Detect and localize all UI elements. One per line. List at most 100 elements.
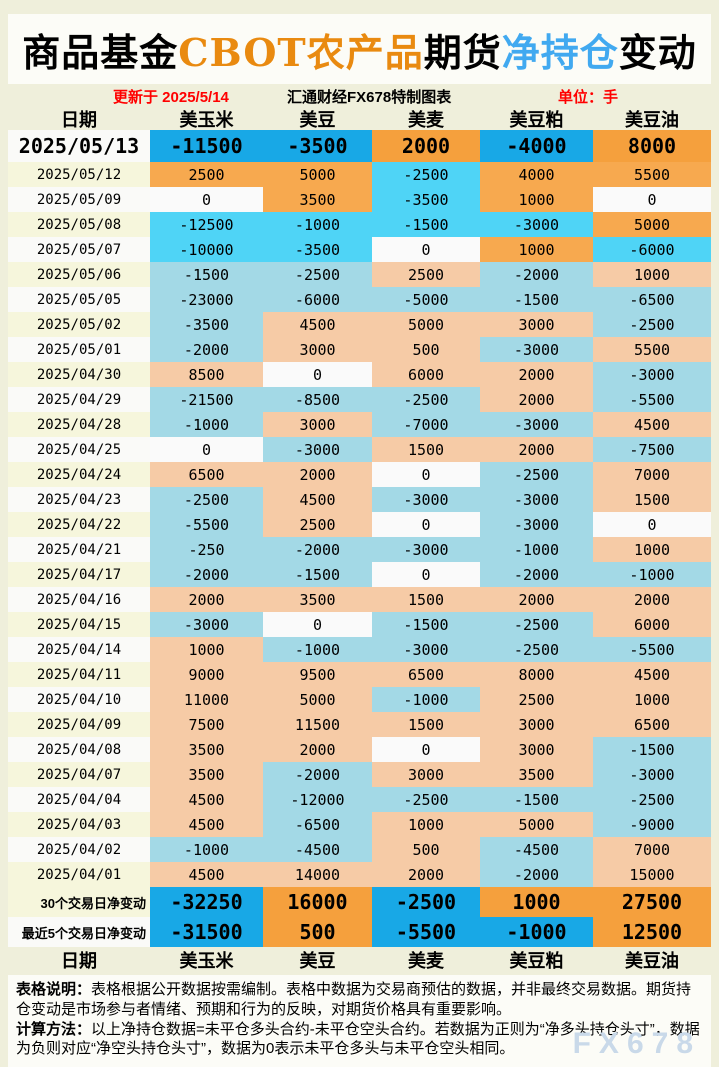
value-cell: 6500: [593, 712, 711, 737]
value-cell: -8500: [263, 387, 372, 412]
value-cell: -1500: [150, 262, 263, 287]
value-cell: -6500: [263, 812, 372, 837]
value-cell: -2500: [372, 787, 480, 812]
value-cell: 5000: [480, 812, 593, 837]
value-cell: 5500: [593, 337, 711, 362]
value-cell: -5500: [593, 637, 711, 662]
value-cell: 5000: [263, 687, 372, 712]
value-cell: -1500: [263, 562, 372, 587]
value-cell: 1000: [372, 812, 480, 837]
value-cell: 2000: [480, 387, 593, 412]
column-header: 美麦: [408, 951, 444, 971]
value-cell: 3000: [480, 312, 593, 337]
table-row: 2025/04/24 6500 2000 0 -2500 7000: [8, 462, 711, 487]
value-cell: -3000: [480, 337, 593, 362]
column-header: 美麦: [408, 110, 444, 130]
value-cell: 1500: [372, 587, 480, 612]
value-cell: 2500: [480, 687, 593, 712]
value-cell: 0: [593, 512, 711, 537]
value-cell: -3000: [150, 612, 263, 637]
date-cell: 2025/04/30: [8, 362, 150, 387]
title-segment-black: 商品基金: [22, 29, 179, 75]
value-cell: -3500: [372, 187, 480, 212]
value-cell: -2000: [263, 762, 372, 787]
value-cell: 1000: [480, 237, 593, 262]
value-cell: -12500: [150, 212, 263, 237]
table-row: 2025/04/03 4500 -6500 1000 5000 -9000: [8, 812, 711, 837]
summary-value-cell: -32250: [150, 887, 263, 917]
summary-value-cell: 12500: [593, 917, 711, 947]
value-cell: 3000: [263, 337, 372, 362]
value-cell: 2000: [150, 587, 263, 612]
value-cell: 2000: [372, 130, 480, 162]
value-cell: 4500: [150, 862, 263, 887]
value-cell: 3000: [480, 712, 593, 737]
value-cell: -2000: [150, 337, 263, 362]
value-cell: 4500: [150, 787, 263, 812]
date-cell: 2025/04/04: [8, 787, 150, 812]
value-cell: -2500: [372, 162, 480, 187]
column-header: 美玉米: [179, 110, 234, 130]
value-cell: 7000: [593, 462, 711, 487]
value-cell: 2000: [480, 362, 593, 387]
value-cell: -2500: [593, 312, 711, 337]
table-row: 2025/05/01 -2000 3000 500 -3000 5500: [8, 337, 711, 362]
table-row: 2025/04/02 -1000 -4500 500 -4500 7000: [8, 837, 711, 862]
column-header: 美豆油: [625, 951, 679, 971]
value-cell: -2500: [480, 612, 593, 637]
watermark: FX678: [572, 1026, 701, 1060]
note-paragraph: 表格说明：表格根据公开数据按需编制。表格中数据为交易商预估的数据，并非最终交易数…: [16, 980, 703, 1020]
value-cell: 1000: [480, 187, 593, 212]
note-label: 计算方法：: [16, 1020, 92, 1038]
value-cell: -1500: [480, 787, 593, 812]
value-cell: 0: [150, 437, 263, 462]
table-row: 2025/05/07 -10000 -3500 0 1000 -6000: [8, 237, 711, 262]
value-cell: -11500: [150, 130, 263, 162]
value-cell: 0: [263, 362, 372, 387]
value-cell: 0: [150, 187, 263, 212]
value-cell: -1500: [372, 612, 480, 637]
title-segment-black: 期货: [423, 29, 502, 75]
date-cell: 2025/04/23: [8, 487, 150, 512]
value-cell: 0: [372, 512, 480, 537]
date-cell: 2025/05/01: [8, 337, 150, 362]
date-cell: 2025/04/25: [8, 437, 150, 462]
date-cell: 2025/04/17: [8, 562, 150, 587]
value-cell: -5500: [150, 512, 263, 537]
date-cell: 2025/04/08: [8, 737, 150, 762]
table-row: 2025/04/21 -250 -2000 -3000 -1000 1000: [8, 537, 711, 562]
summary-row: 30个交易日净变动 -32250 16000 -2500 1000 27500: [8, 887, 711, 917]
date-cell: 2025/04/16: [8, 587, 150, 612]
value-cell: 5000: [372, 312, 480, 337]
value-cell: -3000: [372, 637, 480, 662]
value-cell: 500: [372, 337, 480, 362]
updated-date: 更新于 2025/5/14: [113, 89, 229, 106]
column-header: 美豆油: [625, 110, 679, 130]
value-cell: -3000: [372, 537, 480, 562]
date-cell: 2025/04/07: [8, 762, 150, 787]
value-cell: -2000: [480, 862, 593, 887]
title-segment-orange: CBOT农产品: [178, 29, 424, 75]
table-row: 2025/05/13 -11500 -3500 2000 -4000 8000: [8, 130, 711, 162]
value-cell: -3000: [480, 212, 593, 237]
date-cell: 2025/04/11: [8, 662, 150, 687]
value-cell: 5000: [593, 212, 711, 237]
value-cell: 1500: [372, 437, 480, 462]
value-cell: 9000: [150, 662, 263, 687]
value-cell: -1500: [372, 212, 480, 237]
value-cell: 2500: [150, 162, 263, 187]
value-cell: -1000: [150, 837, 263, 862]
value-cell: 2000: [593, 587, 711, 612]
value-cell: 3000: [480, 737, 593, 762]
value-cell: 3500: [150, 762, 263, 787]
title-segment-black: 变动: [618, 29, 697, 75]
summary-value-cell: 500: [263, 917, 372, 947]
note-text: 表格根据公开数据按需编制。表格中数据为交易商预估的数据，并非最终交易数据。期货持…: [16, 981, 692, 1018]
summary-label: 最近5个交易日净变动: [8, 917, 150, 947]
value-cell: -10000: [150, 237, 263, 262]
table-row: 2025/04/11 9000 9500 6500 8000 4500: [8, 662, 711, 687]
value-cell: 2000: [263, 737, 372, 762]
source-label: 汇通财经FX678特制图表: [287, 89, 452, 106]
value-cell: 2000: [372, 862, 480, 887]
table-row: 2025/04/15 -3000 0 -1500 -2500 6000: [8, 612, 711, 637]
